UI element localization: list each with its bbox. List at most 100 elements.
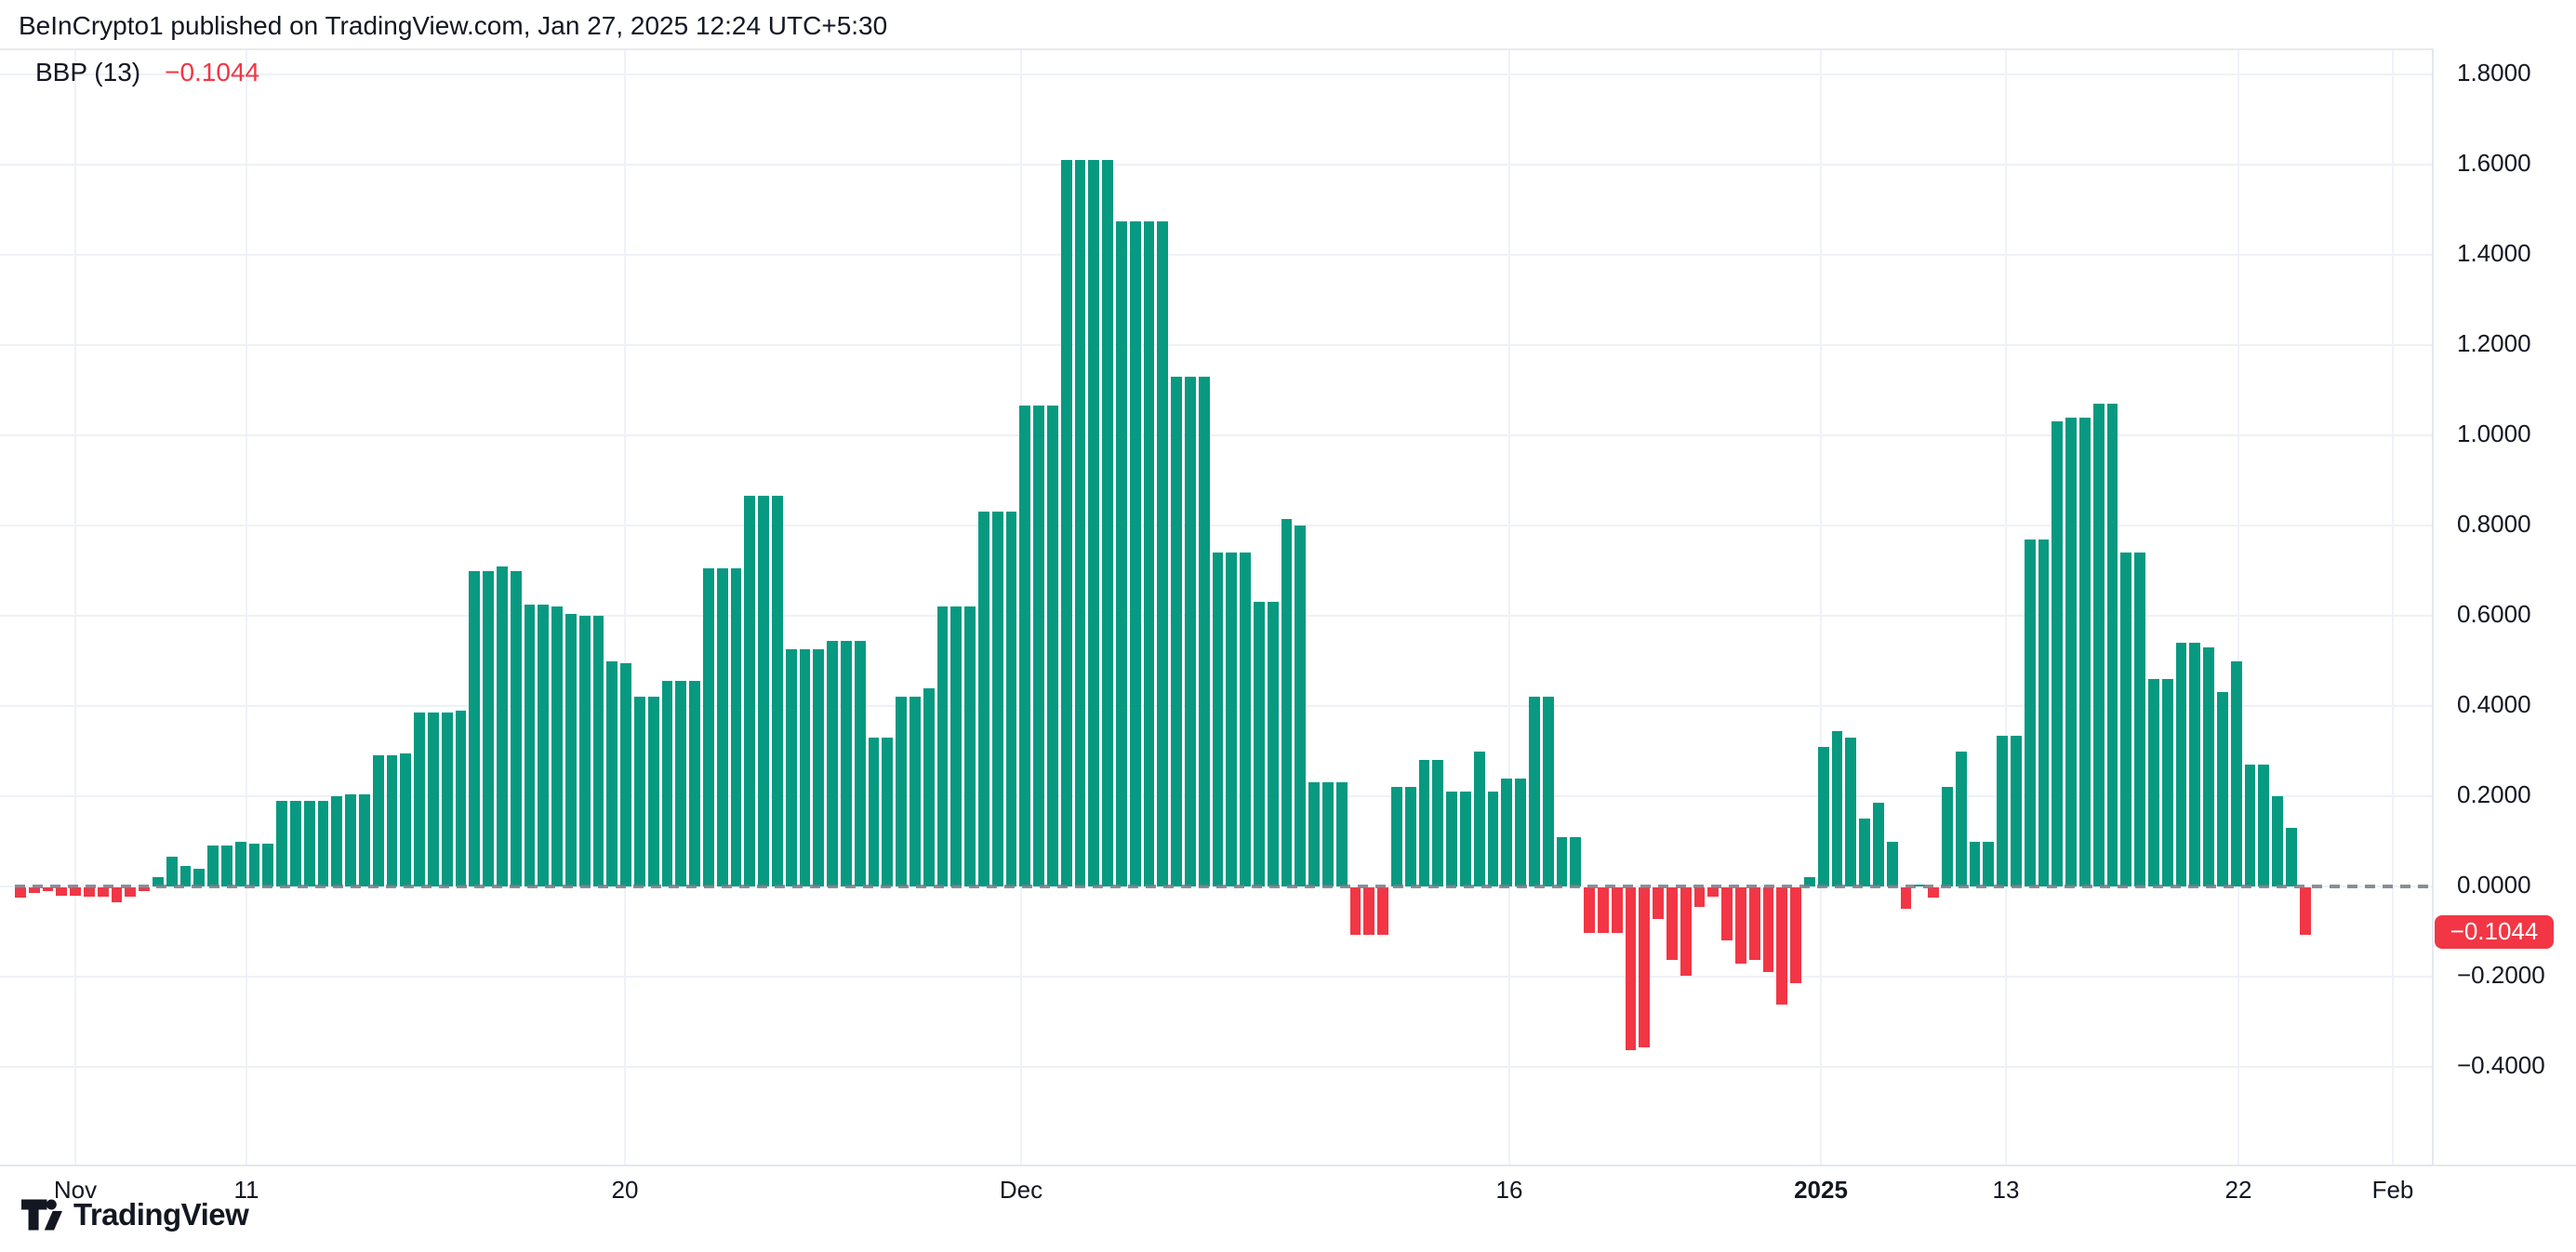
price-tick-label: −0.4000 bbox=[2457, 1051, 2545, 1079]
tradingview-logo[interactable]: TradingView bbox=[21, 1196, 249, 1233]
histogram-bar bbox=[221, 846, 232, 886]
histogram-bar bbox=[193, 868, 206, 886]
horizontal-gridline bbox=[0, 525, 2432, 526]
histogram-bar bbox=[497, 566, 508, 886]
time-tick-label: 20 bbox=[611, 1176, 639, 1204]
histogram-bar bbox=[1129, 220, 1141, 886]
histogram-bar bbox=[606, 660, 618, 886]
histogram-bar bbox=[1693, 887, 1706, 907]
histogram-bar bbox=[1653, 887, 1664, 919]
histogram-bar bbox=[469, 570, 481, 886]
price-tick-label: 0.8000 bbox=[2457, 510, 2531, 538]
histogram-bar bbox=[317, 800, 329, 886]
histogram-bar bbox=[1088, 160, 1100, 886]
histogram-bar bbox=[1226, 553, 1238, 886]
histogram-bar bbox=[2299, 887, 2311, 935]
histogram-bar bbox=[1033, 406, 1044, 886]
histogram-bar bbox=[1335, 782, 1348, 886]
histogram-bar bbox=[166, 857, 178, 886]
histogram-bar bbox=[1707, 887, 1720, 897]
histogram-bar bbox=[2106, 404, 2118, 886]
histogram-bar bbox=[1556, 836, 1568, 886]
histogram-bar bbox=[1377, 887, 1388, 935]
time-tick-label: Nov bbox=[53, 1176, 98, 1204]
histogram-bar bbox=[139, 887, 150, 892]
histogram-bar bbox=[1666, 887, 1678, 960]
histogram-bar bbox=[1625, 887, 1637, 1050]
histogram-bar bbox=[1102, 160, 1113, 886]
time-axis[interactable]: Nov 11 20 Dec 16 2025 13 22 Feb bbox=[0, 1165, 2576, 1213]
histogram-bar bbox=[1762, 887, 1774, 973]
histogram-bar bbox=[1212, 553, 1224, 886]
histogram-bar bbox=[1363, 887, 1375, 935]
histogram-bar bbox=[153, 877, 164, 886]
histogram-bar bbox=[1432, 760, 1444, 886]
histogram-bar bbox=[1460, 792, 1471, 886]
histogram-bar bbox=[1776, 887, 1788, 1006]
histogram-bar bbox=[634, 697, 645, 886]
histogram-bar bbox=[1584, 887, 1595, 933]
histogram-bar bbox=[84, 887, 95, 897]
histogram-bar bbox=[1542, 697, 1554, 886]
histogram-bar bbox=[936, 606, 949, 886]
histogram-bar bbox=[179, 866, 192, 886]
chart-pane[interactable]: BBP (13) −0.1044 bbox=[0, 48, 2432, 1166]
histogram-bar bbox=[2203, 646, 2214, 886]
histogram-bar bbox=[125, 887, 137, 898]
histogram-bar bbox=[1240, 553, 1251, 886]
price-axis[interactable]: −0.1044 1.8000 1.6000 1.4000 1.2000 1.0000 0.… bbox=[2432, 48, 2576, 1165]
histogram-bar bbox=[1322, 782, 1334, 886]
price-tick-label: 0.6000 bbox=[2457, 600, 2531, 628]
indicator-name: BBP (13) bbox=[35, 58, 141, 87]
histogram-bar bbox=[1955, 751, 1967, 886]
histogram-bar bbox=[2011, 735, 2022, 886]
histogram-bar bbox=[1831, 730, 1843, 886]
histogram-bar bbox=[868, 737, 880, 886]
histogram-bar bbox=[524, 604, 536, 886]
time-tick-label: 16 bbox=[1495, 1176, 1523, 1204]
histogram-bar bbox=[1529, 697, 1540, 886]
histogram-bar bbox=[1845, 737, 1857, 886]
histogram-bar bbox=[1942, 787, 1953, 886]
histogram-bar bbox=[2189, 643, 2201, 886]
histogram-bar bbox=[910, 697, 921, 886]
price-tick-label: 1.4000 bbox=[2457, 239, 2531, 267]
histogram-bar bbox=[1639, 887, 1651, 1048]
histogram-bar bbox=[1391, 787, 1402, 886]
histogram-bar bbox=[303, 800, 315, 886]
histogram-bar bbox=[703, 568, 714, 886]
histogram-bar bbox=[1019, 406, 1031, 886]
histogram-bar bbox=[359, 793, 370, 886]
time-tick-label: 22 bbox=[2224, 1176, 2252, 1204]
vertical-gridline bbox=[2392, 50, 2394, 1166]
histogram-bar bbox=[455, 710, 467, 886]
histogram-bar bbox=[56, 887, 68, 896]
histogram-bar bbox=[248, 843, 260, 886]
vertical-gridline bbox=[1508, 50, 1510, 1166]
histogram-bar bbox=[882, 737, 894, 886]
vertical-gridline bbox=[624, 50, 626, 1166]
horizontal-gridline bbox=[0, 1066, 2432, 1068]
histogram-bar bbox=[2286, 827, 2297, 886]
price-tick-label: 0.4000 bbox=[2457, 690, 2531, 718]
histogram-bar bbox=[331, 796, 343, 886]
histogram-bar bbox=[2148, 678, 2159, 886]
histogram-bar bbox=[290, 800, 301, 886]
histogram-bar bbox=[2244, 765, 2256, 886]
histogram-bar bbox=[1817, 746, 1829, 886]
histogram-bar bbox=[1611, 887, 1623, 933]
histogram-bar bbox=[978, 512, 989, 886]
histogram-bar bbox=[950, 606, 963, 886]
histogram-bar bbox=[799, 649, 811, 886]
histogram-bar bbox=[1446, 792, 1457, 886]
histogram-bar bbox=[234, 841, 246, 886]
indicator-legend[interactable]: BBP (13) −0.1044 bbox=[35, 58, 259, 87]
histogram-bar bbox=[2175, 643, 2187, 886]
histogram-bar bbox=[1501, 778, 1513, 886]
time-tick-label: 13 bbox=[1992, 1176, 2020, 1204]
histogram-bar bbox=[964, 606, 976, 886]
histogram-bar bbox=[758, 496, 769, 886]
chart-header: BeInCrypto1 published on TradingView.com… bbox=[19, 11, 888, 40]
histogram-bar bbox=[1928, 887, 1939, 899]
histogram-bar bbox=[827, 640, 838, 886]
